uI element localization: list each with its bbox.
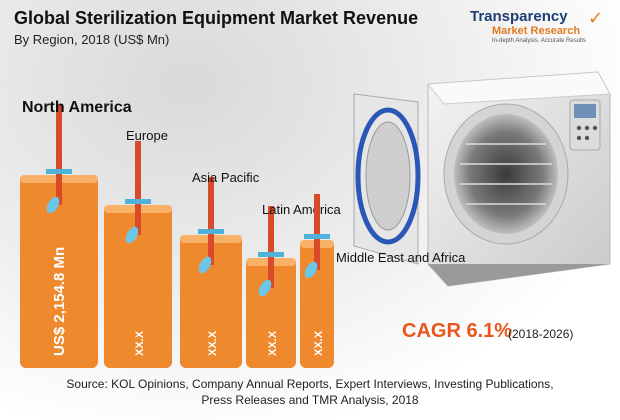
needle-europe	[135, 141, 141, 235]
bar-latin-america	[246, 258, 296, 368]
droplet-europe	[125, 226, 139, 244]
needle-guard-europe	[125, 199, 151, 204]
bar-north-america	[20, 175, 98, 368]
source-line-1: Source: KOL Opinions, Company Annual Rep…	[66, 377, 554, 391]
region-label-north-america: North America	[22, 99, 132, 116]
value-label-asia-pacific: XX.X	[207, 330, 219, 356]
needle-north-america	[56, 105, 62, 205]
value-label-latin-america: XX.X	[267, 330, 279, 356]
region-label-asia-pacific: Asia Pacific	[192, 170, 260, 185]
needle-latin-america	[268, 206, 274, 288]
region-label-latin-america: Latin America	[262, 202, 342, 217]
value-label-north-america: US$ 2,154.8 Mn	[51, 247, 68, 356]
source-note: Source: KOL Opinions, Company Annual Rep…	[0, 376, 620, 408]
needle-guard-asia-pacific	[198, 229, 224, 234]
autoclave-illustration	[353, 71, 611, 287]
source-line-2: Press Releases and TMR Analysis, 2018	[201, 393, 419, 407]
cagr-label: CAGR 6.1%	[402, 320, 513, 342]
needle-guard-north-america	[46, 169, 72, 174]
region-label-middle-east-and-africa: Middle East and Africa	[336, 250, 466, 265]
logo-line1: Transparency	[470, 8, 568, 25]
needle-guard-latin-america	[258, 252, 284, 257]
value-label-middle-east-and-africa: XX.X	[313, 330, 325, 356]
cagr-period: (2018-2026)	[508, 327, 574, 341]
droplet-middle-east-and-africa	[304, 261, 318, 279]
chart-subtitle: By Region, 2018 (US$ Mn)	[14, 32, 170, 47]
logo-line2: Market Research	[492, 25, 581, 37]
bar-europe	[104, 205, 172, 368]
bar-asia-pacific	[180, 235, 242, 368]
needle-guard-middle-east-and-africa	[304, 234, 330, 239]
value-label-europe: XX.X	[134, 330, 146, 356]
chart-title: Global Sterilization Equipment Market Re…	[14, 8, 419, 28]
needle-asia-pacific	[208, 177, 214, 265]
droplet-north-america	[46, 196, 60, 214]
logo-tagline: In-depth Analysis. Accurate Results	[492, 38, 587, 44]
droplet-latin-america	[258, 279, 272, 297]
check-icon: ✓	[588, 8, 604, 28]
region-label-europe: Europe	[126, 128, 168, 143]
droplet-asia-pacific	[198, 256, 212, 274]
brand-logo: Transparency ✓ Market Research In-depth …	[470, 8, 610, 50]
needle-middle-east-and-africa	[314, 194, 320, 270]
